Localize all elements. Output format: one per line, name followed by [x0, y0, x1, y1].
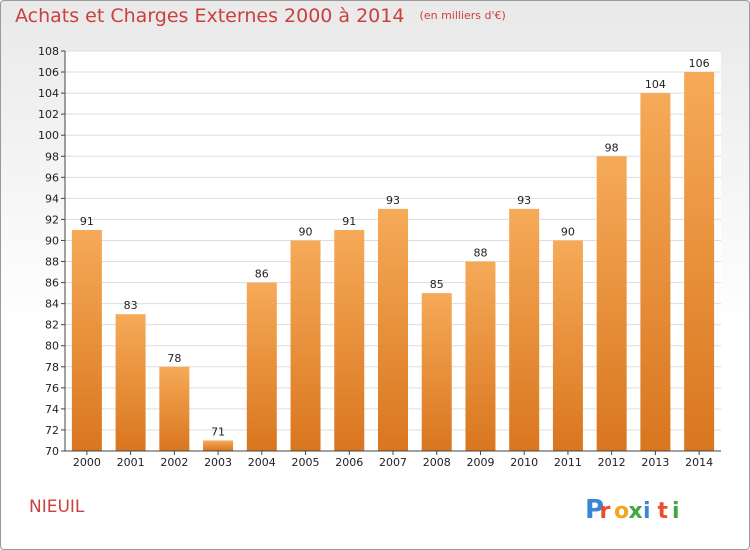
y-tick-label: 90: [45, 234, 59, 247]
y-tick-label: 94: [45, 192, 59, 205]
y-tick-label: 78: [45, 361, 59, 374]
x-tick-label: 2005: [292, 456, 320, 469]
y-tick-label: 80: [45, 340, 59, 353]
bar: [246, 282, 277, 451]
data-label: 90: [561, 225, 575, 238]
y-tick-label: 70: [45, 445, 59, 458]
bar: [159, 366, 190, 451]
logo-letter: x: [629, 499, 643, 524]
x-tick-label: 2009: [466, 456, 494, 469]
x-tick-label: 2002: [160, 456, 188, 469]
bar: [334, 229, 365, 451]
bar: [552, 240, 583, 451]
data-label: 71: [211, 425, 225, 438]
data-label: 88: [473, 247, 487, 260]
y-tick-label: 76: [45, 382, 59, 395]
logo-letter: r: [600, 499, 611, 524]
y-tick-label: 84: [45, 298, 59, 311]
data-label: 86: [255, 268, 269, 281]
y-tick-label: 88: [45, 256, 59, 269]
bar: [640, 93, 671, 452]
x-tick-label: 2006: [335, 456, 363, 469]
title-row: Achats et Charges Externes 2000 à 2014 (…: [15, 5, 506, 27]
data-label: 83: [124, 299, 138, 312]
x-tick-label: 2010: [510, 456, 538, 469]
logo-letter: i: [672, 499, 680, 524]
x-tick-label: 2012: [598, 456, 626, 469]
x-tick-label: 2014: [685, 456, 713, 469]
logo-letter: o: [614, 499, 629, 524]
logo-letter: i: [643, 499, 651, 524]
x-tick-label: 2004: [248, 456, 276, 469]
chart-subtitle: (en milliers d'€): [419, 9, 506, 22]
bar: [421, 293, 452, 451]
data-label: 78: [167, 352, 181, 365]
x-tick-label: 2001: [117, 456, 145, 469]
y-tick-label: 72: [45, 424, 59, 437]
proxiti-logo: Pr o x i t i: [585, 495, 680, 525]
y-tick-label: 96: [45, 171, 59, 184]
x-tick-label: 2007: [379, 456, 407, 469]
y-tick-label: 74: [45, 403, 59, 416]
y-tick-label: 102: [38, 108, 59, 121]
x-tick-label: 2008: [423, 456, 451, 469]
bar: [596, 156, 627, 451]
y-tick-label: 100: [38, 129, 59, 142]
x-tick-label: 2011: [554, 456, 582, 469]
data-label: 91: [80, 215, 94, 228]
bar: [465, 261, 496, 451]
data-label: 104: [645, 78, 666, 91]
bar: [290, 240, 321, 451]
data-label: 90: [299, 225, 313, 238]
data-label: 98: [605, 141, 619, 154]
bar: [684, 72, 715, 451]
x-tick-label: 2000: [73, 456, 101, 469]
axes: 70 72 74 76 78 80 82 84 86 88 90 92 94 96 98 100 102 104 1…: [38, 45, 721, 469]
data-label: 106: [689, 57, 710, 70]
bar: [203, 440, 234, 451]
logo-letter: t: [658, 499, 669, 524]
y-tick-label: 108: [38, 45, 59, 58]
data-label: 93: [386, 194, 400, 207]
bar: [378, 208, 408, 451]
data-label: 93: [517, 194, 531, 207]
y-tick-label: 92: [45, 213, 59, 226]
y-tick-label: 104: [38, 87, 59, 100]
bar: [509, 208, 540, 451]
x-tick-label: 2003: [204, 456, 232, 469]
x-tick-label: 2013: [641, 456, 669, 469]
commune-name: NIEUIL: [29, 497, 85, 517]
chart-title: Achats et Charges Externes 2000 à 2014: [15, 5, 405, 27]
bars: 91 83 78 71 86 90 91 93 85 88 93 90 98 104 106: [71, 57, 715, 452]
y-tick-label: 106: [38, 66, 59, 79]
bar: [115, 314, 146, 451]
bar: [71, 229, 102, 451]
y-tick-label: 98: [45, 150, 59, 163]
y-tick-label: 86: [45, 277, 59, 290]
y-tick-label: 82: [45, 319, 59, 332]
logo-letter: P: [585, 495, 604, 525]
data-label: 85: [430, 278, 444, 291]
data-label: 91: [342, 215, 356, 228]
